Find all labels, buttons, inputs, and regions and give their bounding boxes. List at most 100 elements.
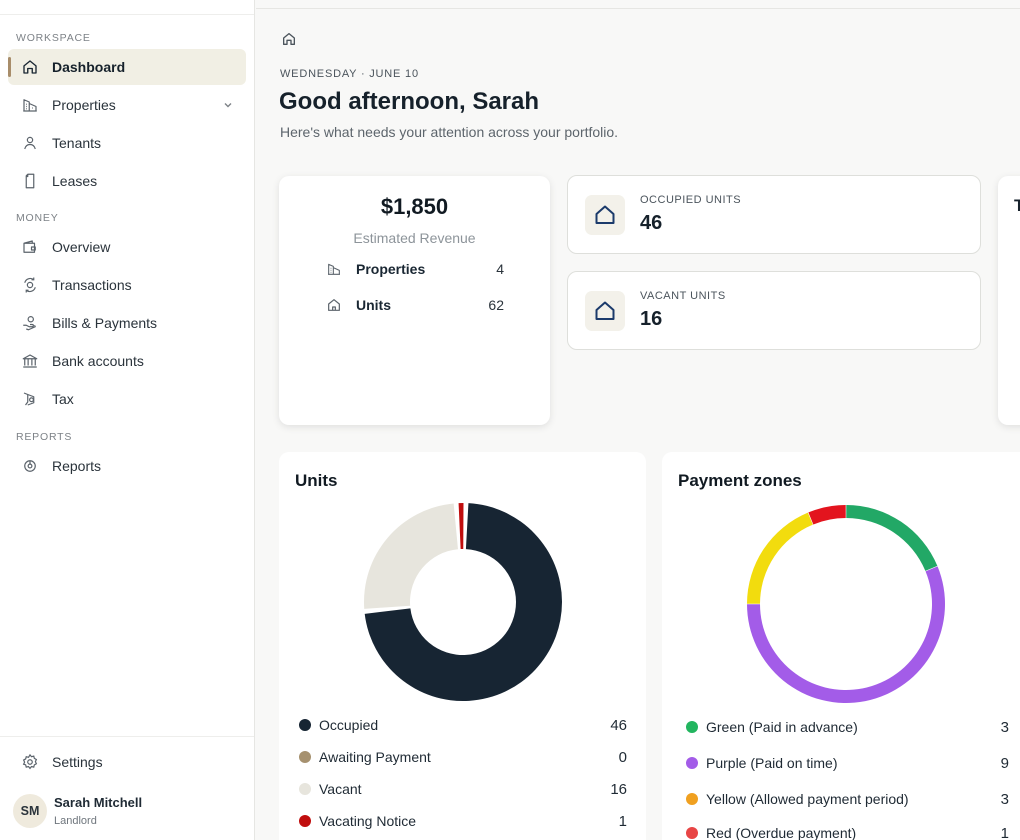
breadcrumb-home-icon[interactable] (281, 31, 297, 47)
legend-swatch (686, 793, 698, 805)
payment-zones-donut-chart (747, 505, 945, 703)
occupied-units-value: 46 (640, 212, 663, 234)
header-divider (256, 8, 1020, 9)
slice-red-overdue-payment[interactable] (808, 505, 846, 525)
sidebar-item-label: Tax (52, 391, 74, 407)
sidebar-item-label: Properties (52, 97, 116, 113)
legend-value: 46 (610, 716, 627, 734)
sidebar-item-dashboard[interactable]: Dashboard (8, 49, 246, 85)
home-icon (23, 60, 37, 74)
page-subtitle: Here's what needs your attention across … (280, 124, 619, 140)
wallet-icon (23, 240, 36, 253)
page-title: Good afternoon, Sarah (279, 88, 540, 115)
money-section-label: MONEY (16, 212, 59, 224)
house-icon (595, 301, 615, 320)
legend-label: Green (Paid in advance) (706, 719, 858, 735)
sidebar-item-tenants[interactable]: Tenants (8, 125, 246, 161)
legend-label: Awaiting Payment (319, 749, 431, 765)
vacant-units-label: VACANT UNITS (640, 290, 726, 302)
tax-icon (23, 392, 35, 406)
slice-purple-paid-on-time[interactable] (747, 566, 945, 703)
legend-item-green: Green (Paid in advance) 3 (686, 717, 1009, 737)
sidebar-item-label: Transactions (52, 277, 132, 293)
legend-item-occupied: Occupied 46 (299, 715, 627, 735)
sidebar-item-properties[interactable]: Properties (8, 87, 246, 123)
revenue-row-label: Properties (356, 261, 426, 277)
sidebar-item-reports[interactable]: Reports (8, 448, 246, 484)
legend-label: Red (Overdue payment) (706, 825, 857, 840)
revenue-label: Estimated Revenue (353, 230, 476, 246)
revenue-row-value: 62 (488, 297, 504, 313)
house-icon (595, 205, 615, 224)
sidebar-item-bank-accounts[interactable]: Bank accounts (8, 343, 246, 379)
sidebar-item-label: Overview (52, 239, 111, 255)
slice-occupied[interactable] (364, 503, 562, 701)
revenue-row-units: Units 62 (326, 295, 504, 315)
sidebar-item-label: Leases (52, 173, 98, 189)
sidebar-item-transactions[interactable]: Transactions (8, 267, 246, 303)
slice-green-paid-in-advance[interactable] (846, 505, 938, 571)
revenue-card: $1,850 Estimated Revenue Properties 4 Un… (279, 176, 550, 425)
buildings-icon (23, 99, 37, 112)
vacant-units-card[interactable]: VACANT UNITS 16 (567, 271, 981, 350)
hand-coin-icon (23, 316, 36, 331)
legend-item-awaiting-payment: Awaiting Payment 0 (299, 747, 627, 767)
sidebar-divider (0, 736, 254, 737)
vacant-units-icon-box (585, 291, 625, 331)
sidebar-item-label: Bills & Payments (52, 315, 158, 331)
legend-swatch (686, 721, 698, 733)
occupied-units-card[interactable]: OCCUPIED UNITS 46 (567, 175, 981, 254)
legend-swatch (686, 757, 698, 769)
sidebar-item-label: Dashboard (52, 59, 126, 75)
user-name[interactable]: Sarah Mitchell (54, 795, 143, 810)
reports-section-label: REPORTS (16, 431, 73, 443)
bank-icon (22, 354, 38, 368)
slice-vacant[interactable] (364, 503, 458, 609)
payment-zones-chart-title: Payment zones (678, 471, 802, 490)
sidebar-item-leases[interactable]: Leases (8, 163, 246, 199)
transactions-icon (24, 277, 36, 293)
legend-item-vacant: Vacant 16 (299, 779, 627, 799)
sidebar-item-bills-payments[interactable]: Bills & Payments (8, 305, 246, 341)
buildings-icon (328, 263, 340, 275)
offscreen-card[interactable]: T (998, 176, 1020, 425)
legend-value: 16 (610, 780, 627, 798)
revenue-row-label: Units (356, 297, 391, 313)
revenue-row-value: 4 (496, 261, 504, 277)
chevron-down-icon[interactable] (222, 99, 234, 111)
legend-value: 1 (1000, 824, 1009, 840)
sidebar-item-label: Settings (52, 754, 103, 770)
sidebar-item-overview[interactable]: Overview (8, 229, 246, 265)
legend-item-purple: Purple (Paid on time) 9 (686, 753, 1009, 773)
legend-swatch (299, 719, 311, 731)
sidebar-item-label: Tenants (52, 135, 102, 151)
legend-value: 3 (1000, 718, 1009, 736)
sidebar-item-label: Bank accounts (52, 353, 144, 369)
legend-label: Purple (Paid on time) (706, 755, 838, 771)
legend-item-yellow: Yellow (Allowed payment period) 3 (686, 789, 1009, 809)
units-chart-card: Units Occupied 46 Awaiting Payment 0 Vac… (279, 452, 646, 840)
date-line: WEDNESDAY · JUNE 10 (280, 68, 419, 80)
units-donut-chart (364, 503, 562, 701)
payment-zones-chart-card: Payment zones Green (Paid in advance) 3 … (662, 452, 1020, 840)
document-icon (25, 173, 35, 189)
sidebar-item-label: Reports (52, 458, 102, 474)
slice-vacating-notice[interactable] (458, 503, 464, 550)
legend-swatch (299, 751, 311, 763)
revenue-row-properties: Properties 4 (326, 259, 504, 279)
legend-value: 9 (1000, 754, 1009, 772)
person-icon (24, 136, 36, 150)
sidebar-item-tax[interactable]: Tax (8, 381, 246, 417)
units-chart-title: Units (295, 471, 338, 490)
user-role: Landlord (54, 815, 97, 827)
revenue-amount: $1,850 (380, 194, 449, 219)
sidebar-item-settings[interactable]: Settings (8, 744, 246, 780)
legend-swatch (299, 815, 311, 827)
legend-label: Vacant (319, 781, 362, 797)
reports-icon (24, 460, 36, 472)
sidebar-divider (0, 14, 254, 15)
avatar[interactable]: SM (13, 794, 47, 828)
legend-swatch (686, 827, 698, 839)
slice-yellow-allowed-payment-period[interactable] (747, 512, 813, 604)
legend-value: 1 (618, 812, 627, 830)
